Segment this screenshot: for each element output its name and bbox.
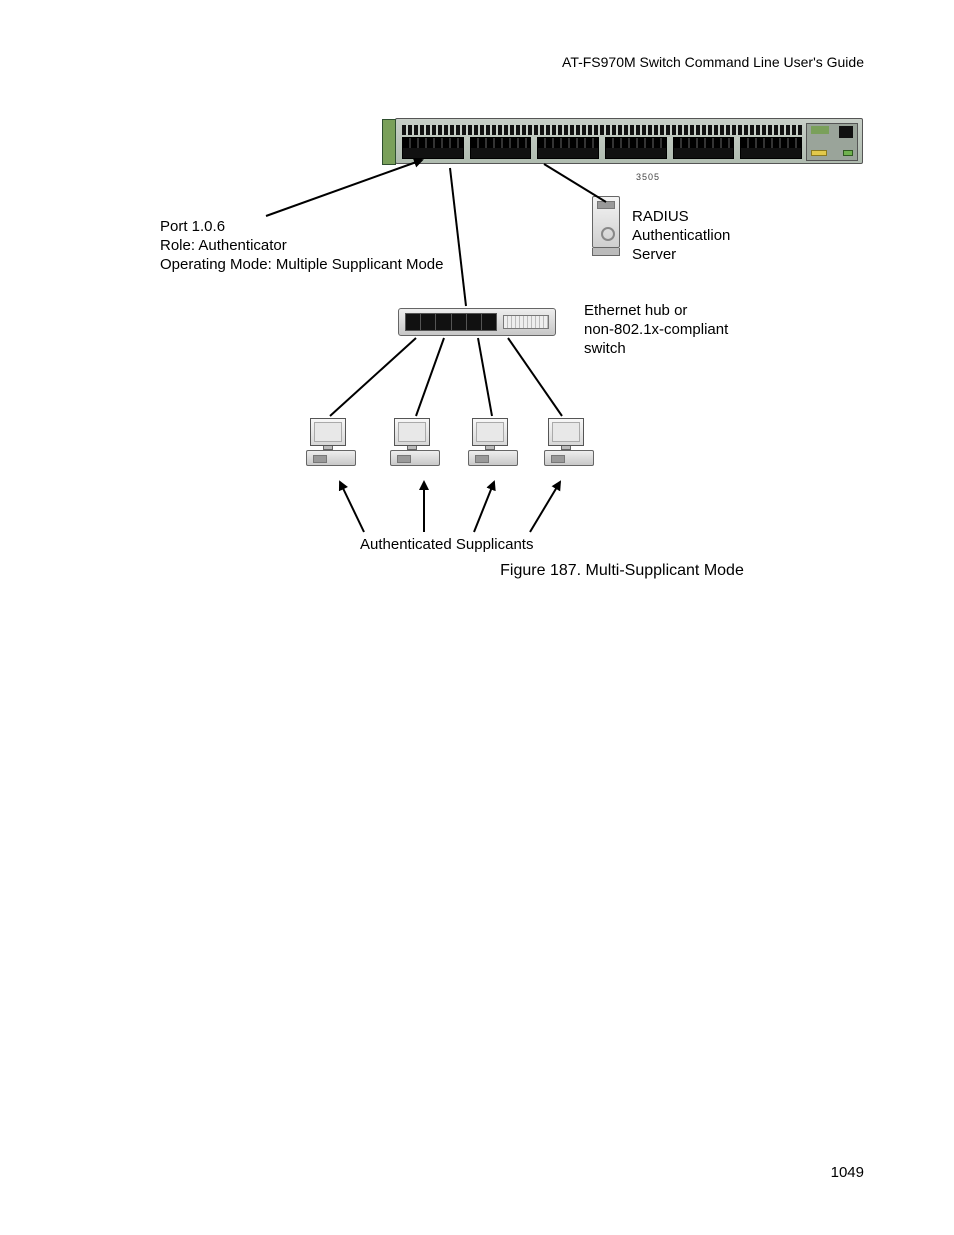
switch-led-green	[843, 150, 853, 156]
diagram-arrows	[0, 112, 954, 562]
workstation-device	[306, 418, 358, 474]
line-hub-to-ws	[478, 338, 492, 416]
arrow-supplicant	[530, 482, 560, 532]
arrow-supplicant	[340, 482, 364, 532]
hub-label-line: switch	[584, 340, 728, 359]
computer-base-icon	[390, 450, 440, 466]
computer-base-icon	[306, 450, 356, 466]
radius-server-label: RADIUS Authenticatlion Server	[632, 208, 730, 264]
workstation-device	[544, 418, 596, 474]
monitor-icon	[310, 418, 346, 446]
authenticated-supplicants-label: Authenticated Supplicants	[360, 536, 533, 553]
port-group	[673, 137, 735, 159]
line-hub-to-ws	[330, 338, 416, 416]
page-number: 1049	[831, 1164, 864, 1181]
switch-led-yellow	[811, 150, 827, 156]
port-group	[537, 137, 599, 159]
radius-label-line: Authenticatlion	[632, 227, 730, 246]
ethernet-hub-device	[398, 308, 556, 336]
port-annotation-line: Role: Authenticator	[160, 237, 444, 256]
monitor-icon	[548, 418, 584, 446]
arrow-supplicant	[474, 482, 494, 532]
figure-caption: Figure 187. Multi-Supplicant Mode	[0, 562, 954, 580]
workstation-device	[468, 418, 520, 474]
switch-port-indicator-strip	[402, 125, 802, 135]
hub-ports	[405, 313, 497, 331]
computer-base-icon	[544, 450, 594, 466]
switch-mgmt-port	[839, 126, 853, 138]
line-hub-to-ws	[416, 338, 444, 416]
switch-port-row	[402, 137, 802, 159]
figure-caption-text: Figure 187. Multi-Supplicant Mode	[500, 562, 744, 580]
main-switch-device	[395, 118, 863, 164]
radius-server-device	[592, 196, 620, 258]
server-base	[592, 248, 620, 256]
hub-label-line: non-802.1x-compliant	[584, 321, 728, 340]
switch-model-label: 3505	[636, 172, 660, 182]
port-group	[740, 137, 802, 159]
switch-logo-icon	[811, 126, 829, 134]
workstation-device	[390, 418, 442, 474]
hub-vent-icon	[503, 315, 549, 329]
arrow-port-to-switch	[266, 160, 422, 216]
port-annotation-line: Operating Mode: Multiple Supplicant Mode	[160, 256, 444, 275]
monitor-icon	[394, 418, 430, 446]
switch-mgmt-panel	[806, 123, 858, 161]
port-group	[605, 137, 667, 159]
hub-label: Ethernet hub or non-802.1x-compliant swi…	[584, 302, 728, 358]
radius-label-line: RADIUS	[632, 208, 730, 227]
line-hub-to-ws	[508, 338, 562, 416]
port-group	[402, 137, 464, 159]
monitor-icon	[472, 418, 508, 446]
page-header: AT-FS970M Switch Command Line User's Gui…	[562, 54, 864, 70]
radius-label-line: Server	[632, 246, 730, 265]
hub-label-line: Ethernet hub or	[584, 302, 728, 321]
port-annotation: Port 1.0.6 Role: Authenticator Operating…	[160, 218, 444, 274]
network-diagram: 3505 Port 1.0.6 Role: Authenticator Oper…	[0, 112, 954, 562]
line-switch-to-hub	[450, 168, 466, 306]
port-annotation-line: Port 1.0.6	[160, 218, 444, 237]
server-tower-icon	[592, 196, 620, 248]
computer-base-icon	[468, 450, 518, 466]
switch-side-panel	[382, 119, 396, 165]
port-group	[470, 137, 532, 159]
